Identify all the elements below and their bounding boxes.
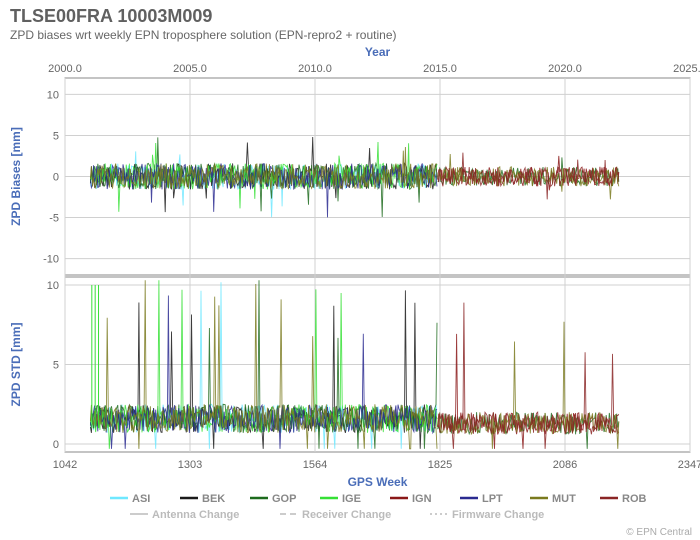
footer-credit: © EPN Central — [626, 527, 692, 538]
svg-text:LPT: LPT — [482, 493, 503, 505]
svg-text:10: 10 — [47, 89, 59, 101]
svg-text:2005.0: 2005.0 — [173, 63, 207, 75]
svg-text:2000.0: 2000.0 — [48, 63, 82, 75]
svg-text:GOP: GOP — [272, 493, 296, 505]
svg-text:Firmware Change: Firmware Change — [452, 509, 544, 521]
svg-text:ROB: ROB — [622, 493, 647, 505]
svg-text:0: 0 — [53, 439, 59, 451]
svg-text:Receiver Change: Receiver Change — [302, 509, 391, 521]
svg-text:IGE: IGE — [342, 493, 361, 505]
svg-text:2015.0: 2015.0 — [423, 63, 457, 75]
svg-text:-10: -10 — [43, 254, 59, 266]
svg-text:2086: 2086 — [553, 459, 577, 471]
svg-text:0: 0 — [53, 172, 59, 184]
svg-text:-5: -5 — [49, 213, 59, 225]
svg-text:1042: 1042 — [53, 459, 77, 471]
svg-text:10: 10 — [47, 280, 59, 292]
svg-text:5: 5 — [53, 360, 59, 372]
svg-text:ZPD STD [mm]: ZPD STD [mm] — [9, 322, 23, 406]
svg-text:1564: 1564 — [303, 459, 327, 471]
svg-text:Antenna Change: Antenna Change — [152, 509, 239, 521]
svg-text:ASI: ASI — [132, 493, 150, 505]
svg-text:BEK: BEK — [202, 493, 225, 505]
svg-text:1825: 1825 — [428, 459, 452, 471]
svg-text:2010.0: 2010.0 — [298, 63, 332, 75]
svg-text:2020.0: 2020.0 — [548, 63, 582, 75]
svg-text:2025.0: 2025.0 — [673, 63, 700, 75]
svg-text:5: 5 — [53, 130, 59, 142]
svg-text:MUT: MUT — [552, 493, 576, 505]
svg-text:ZPD Biases [mm]: ZPD Biases [mm] — [9, 127, 23, 226]
svg-text:GPS Week: GPS Week — [348, 475, 408, 489]
svg-text:1303: 1303 — [178, 459, 202, 471]
svg-text:IGN: IGN — [412, 493, 432, 505]
svg-text:Year: Year — [365, 45, 391, 59]
svg-text:2347: 2347 — [678, 459, 700, 471]
chart-svg: 1042 1303 1564 1825 2086 2347 2000.0 2005.0 2010… — [0, 0, 700, 540]
chart-container: TLSE00FRA 10003M009 ZPD biases wrt weekl… — [0, 0, 700, 540]
